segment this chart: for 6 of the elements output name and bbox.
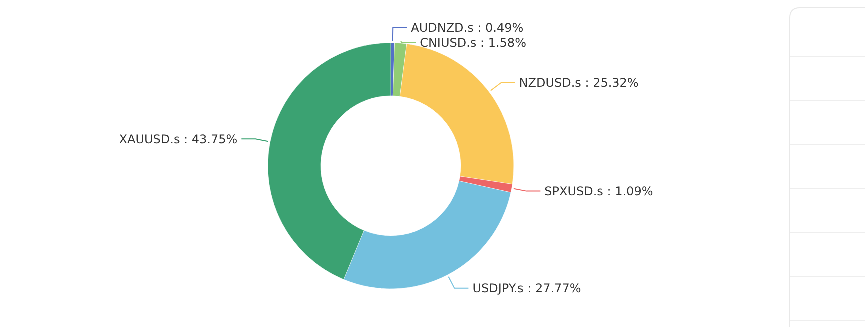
slice-label: NZDUSD.s : 25.32% bbox=[519, 76, 639, 90]
slice-label: SPXUSD.s : 1.09% bbox=[544, 184, 654, 199]
slice-label: AUDNZD.s : 0.49% bbox=[411, 21, 524, 36]
slice-label: CNIUSD.s : 1.58% bbox=[420, 36, 526, 50]
slice-label: USDJPY.s : 27.77% bbox=[472, 282, 582, 296]
slice-label: XAUUSD.s : 43.75% bbox=[119, 132, 238, 146]
